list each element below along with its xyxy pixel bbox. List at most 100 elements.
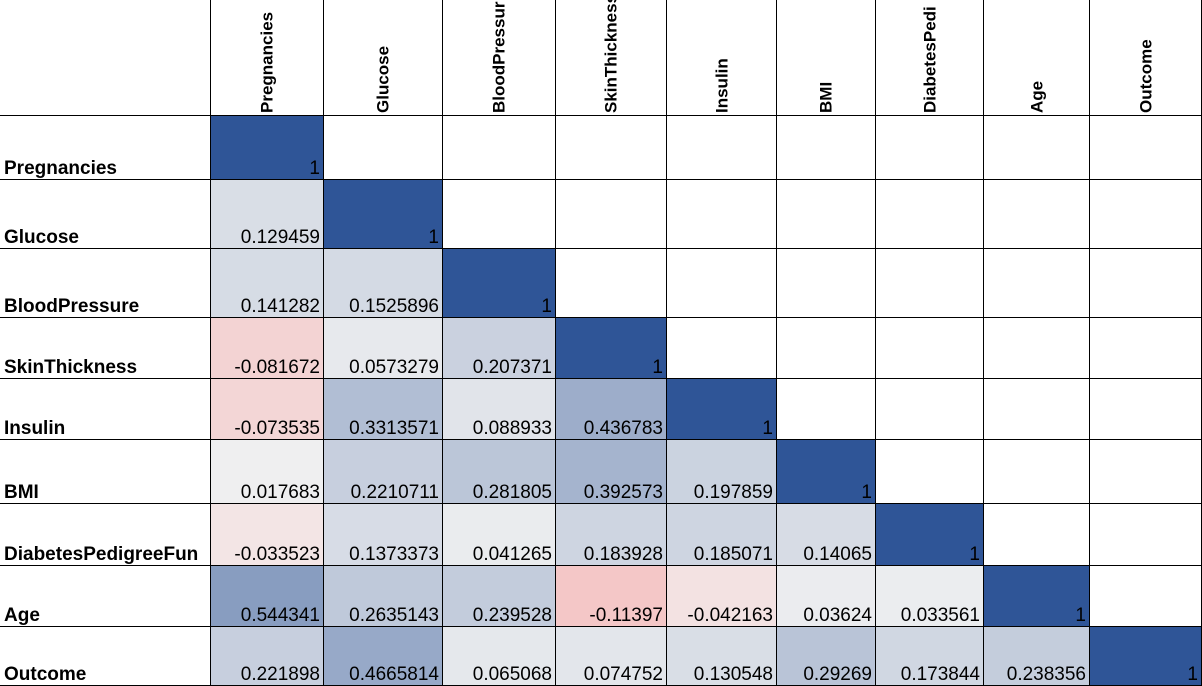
matrix-cell[interactable] bbox=[443, 180, 556, 249]
matrix-cell[interactable] bbox=[556, 116, 667, 180]
matrix-cell[interactable]: 1 bbox=[1090, 627, 1202, 686]
column-header-5[interactable]: Insulin bbox=[667, 0, 777, 116]
matrix-cell[interactable] bbox=[984, 318, 1090, 379]
matrix-cell[interactable] bbox=[984, 116, 1090, 180]
matrix-cell[interactable]: 1 bbox=[556, 318, 667, 379]
matrix-cell[interactable]: 0.14065 bbox=[777, 504, 876, 566]
column-header-9[interactable]: Outcome bbox=[1090, 0, 1202, 116]
row-header-4[interactable]: SkinThickness bbox=[0, 318, 211, 379]
matrix-cell[interactable]: -0.042163 bbox=[667, 566, 777, 627]
matrix-cell[interactable]: 0.239528 bbox=[443, 566, 556, 627]
matrix-cell[interactable]: 0.129459 bbox=[211, 180, 324, 249]
matrix-cell[interactable]: 1 bbox=[443, 249, 556, 318]
matrix-cell[interactable] bbox=[876, 318, 984, 379]
matrix-cell[interactable]: 0.065068 bbox=[443, 627, 556, 686]
matrix-cell[interactable]: 0.1525896 bbox=[324, 249, 443, 318]
matrix-cell[interactable] bbox=[324, 116, 443, 180]
matrix-cell[interactable] bbox=[876, 249, 984, 318]
matrix-cell[interactable]: -0.073535 bbox=[211, 379, 324, 440]
corner-cell[interactable] bbox=[0, 0, 211, 116]
matrix-cell[interactable]: 0.392573 bbox=[556, 440, 667, 504]
matrix-cell[interactable] bbox=[777, 116, 876, 180]
matrix-cell[interactable] bbox=[667, 116, 777, 180]
matrix-cell[interactable] bbox=[556, 180, 667, 249]
matrix-cell[interactable]: 0.436783 bbox=[556, 379, 667, 440]
matrix-cell[interactable]: -0.033523 bbox=[211, 504, 324, 566]
row-header-2[interactable]: Glucose bbox=[0, 180, 211, 249]
matrix-cell[interactable] bbox=[984, 440, 1090, 504]
matrix-cell[interactable] bbox=[984, 249, 1090, 318]
column-header-4[interactable]: SkinThickness bbox=[556, 0, 667, 116]
matrix-cell[interactable] bbox=[443, 116, 556, 180]
row-header-8[interactable]: Age bbox=[0, 566, 211, 627]
matrix-cell[interactable]: 0.2210711 bbox=[324, 440, 443, 504]
matrix-cell[interactable]: 0.0573279 bbox=[324, 318, 443, 379]
matrix-cell[interactable] bbox=[984, 379, 1090, 440]
matrix-cell[interactable] bbox=[1090, 566, 1202, 627]
matrix-cell[interactable]: 0.03624 bbox=[777, 566, 876, 627]
matrix-cell[interactable] bbox=[876, 180, 984, 249]
row-header-9[interactable]: Outcome bbox=[0, 627, 211, 686]
matrix-cell[interactable] bbox=[1090, 504, 1202, 566]
matrix-cell[interactable] bbox=[876, 379, 984, 440]
row-header-3[interactable]: BloodPressure bbox=[0, 249, 211, 318]
matrix-cell[interactable] bbox=[777, 318, 876, 379]
matrix-cell[interactable]: 0.041265 bbox=[443, 504, 556, 566]
matrix-cell[interactable] bbox=[1090, 440, 1202, 504]
matrix-cell[interactable]: 0.130548 bbox=[667, 627, 777, 686]
column-header-8[interactable]: Age bbox=[984, 0, 1090, 116]
column-header-2[interactable]: Glucose bbox=[324, 0, 443, 116]
column-header-6[interactable]: BMI bbox=[777, 0, 876, 116]
matrix-cell[interactable] bbox=[1090, 180, 1202, 249]
matrix-cell[interactable]: 1 bbox=[324, 180, 443, 249]
column-header-7[interactable]: DiabetesPedi bbox=[876, 0, 984, 116]
matrix-cell[interactable]: -0.11397 bbox=[556, 566, 667, 627]
matrix-cell[interactable]: 1 bbox=[876, 504, 984, 566]
matrix-cell[interactable] bbox=[876, 440, 984, 504]
matrix-cell[interactable]: 0.197859 bbox=[667, 440, 777, 504]
matrix-cell[interactable] bbox=[777, 379, 876, 440]
matrix-cell[interactable]: 0.173844 bbox=[876, 627, 984, 686]
matrix-cell[interactable]: 0.074752 bbox=[556, 627, 667, 686]
matrix-cell[interactable]: 1 bbox=[777, 440, 876, 504]
matrix-cell[interactable]: 0.185071 bbox=[667, 504, 777, 566]
matrix-cell[interactable] bbox=[777, 180, 876, 249]
matrix-cell[interactable] bbox=[1090, 318, 1202, 379]
matrix-cell[interactable]: 1 bbox=[984, 566, 1090, 627]
row-header-5[interactable]: Insulin bbox=[0, 379, 211, 440]
matrix-cell[interactable]: 0.017683 bbox=[211, 440, 324, 504]
matrix-cell[interactable]: 0.033561 bbox=[876, 566, 984, 627]
matrix-cell[interactable]: 0.238356 bbox=[984, 627, 1090, 686]
column-header-3[interactable]: BloodPressur bbox=[443, 0, 556, 116]
matrix-cell[interactable] bbox=[1090, 249, 1202, 318]
matrix-cell[interactable] bbox=[1090, 379, 1202, 440]
matrix-cell[interactable]: 0.141282 bbox=[211, 249, 324, 318]
matrix-cell[interactable]: 1 bbox=[667, 379, 777, 440]
column-header-1[interactable]: Pregnancies bbox=[211, 0, 324, 116]
matrix-cell[interactable] bbox=[984, 180, 1090, 249]
matrix-cell[interactable]: 0.207371 bbox=[443, 318, 556, 379]
matrix-cell[interactable]: 0.221898 bbox=[211, 627, 324, 686]
matrix-cell[interactable]: 0.3313571 bbox=[324, 379, 443, 440]
matrix-cell[interactable] bbox=[667, 318, 777, 379]
matrix-cell[interactable]: 0.4665814 bbox=[324, 627, 443, 686]
matrix-cell[interactable] bbox=[556, 249, 667, 318]
matrix-cell[interactable]: 0.281805 bbox=[443, 440, 556, 504]
matrix-cell[interactable] bbox=[984, 504, 1090, 566]
matrix-cell[interactable]: 0.1373373 bbox=[324, 504, 443, 566]
matrix-cell[interactable]: 0.088933 bbox=[443, 379, 556, 440]
matrix-cell[interactable]: 0.544341 bbox=[211, 566, 324, 627]
row-header-1[interactable]: Pregnancies bbox=[0, 116, 211, 180]
matrix-cell[interactable]: 0.2635143 bbox=[324, 566, 443, 627]
matrix-cell[interactable] bbox=[876, 116, 984, 180]
matrix-cell[interactable]: 0.29269 bbox=[777, 627, 876, 686]
matrix-cell[interactable]: -0.081672 bbox=[211, 318, 324, 379]
matrix-cell[interactable] bbox=[667, 249, 777, 318]
matrix-cell[interactable]: 0.183928 bbox=[556, 504, 667, 566]
matrix-cell[interactable] bbox=[667, 180, 777, 249]
matrix-cell[interactable] bbox=[777, 249, 876, 318]
matrix-cell[interactable] bbox=[1090, 116, 1202, 180]
matrix-cell[interactable]: 1 bbox=[211, 116, 324, 180]
row-header-7[interactable]: DiabetesPedigreeFun bbox=[0, 504, 211, 566]
row-header-6[interactable]: BMI bbox=[0, 440, 211, 504]
